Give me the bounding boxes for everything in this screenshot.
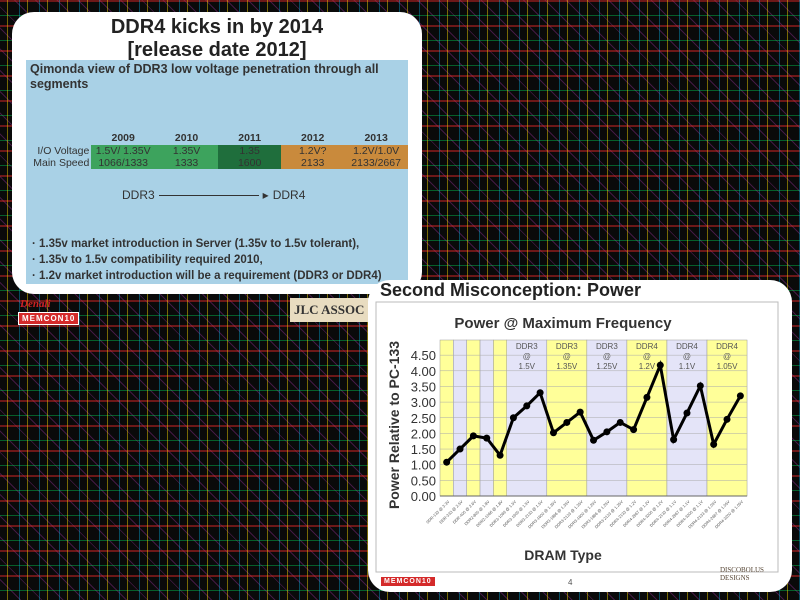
group-label-voltage: 1.25V [596,362,618,371]
data-point [670,436,678,444]
group-label-voltage: 1.5V [519,362,536,371]
subtitle: Qimonda view of DDR3 low voltage penetra… [30,62,379,91]
data-point [469,432,477,440]
denali-logo: Denali [20,298,51,310]
roadmap-table: 2009 2010 2011 2012 2013 I/O Voltage 1.5V/ 1.… [28,132,408,169]
memcon-footer-logo: MEMCON10 [380,576,436,587]
y-tick-label: 1.00 [411,458,436,473]
y-tick-label: 2.50 [411,411,436,426]
y-tick-label: 3.00 [411,395,436,410]
slide-title: DDR4 kicks in by 2014 [release date 2012] [110,16,324,61]
data-point [536,389,544,397]
slide-ddr4-kicks-in: DDR4 kicks in by 2014 [release date 2012]… [12,12,422,294]
group-label-at: @ [563,352,571,361]
jlc-logo: JLC ASSOC [290,298,370,322]
bullet-list: · 1.35v market introduction in Server (1… [32,238,382,282]
data-point [576,408,584,416]
data-point [483,434,491,442]
group-label-voltage: 1.1V [679,362,696,371]
data-point [509,414,517,422]
y-tick-label: 3.50 [411,379,436,394]
group-label-name: DDR3 [596,342,618,351]
table-row: Main Speed 1066/1333 1333 1600 2133 2133/2667 [28,157,408,169]
group-label-name: DDR4 [716,342,738,351]
data-point [496,451,504,459]
data-point [590,436,598,444]
group-label-at: @ [683,352,691,361]
group-label-name: DDR4 [636,342,658,351]
data-point [683,409,691,417]
data-point [616,418,624,426]
data-point [723,415,731,423]
data-point [456,445,464,453]
y-tick-label: 1.50 [411,442,436,457]
y-tick-label: 0.50 [411,473,436,488]
data-point [603,428,611,436]
group-label-voltage: 1.35V [556,362,578,371]
data-point [643,393,651,401]
info-box: Qimonda view of DDR3 low voltage penetra… [26,60,408,284]
page-number: 4 [568,578,573,587]
group-label-voltage: 1.05V [717,362,739,371]
ddr3-to-ddr4-arrow: DDR3 ▸ DDR4 [122,188,306,202]
group-label-at: @ [523,352,531,361]
table-row: I/O Voltage 1.5V/ 1.35V 1.35V 1.35 1.2V? 1.2V… [28,145,408,157]
group-label-voltage: 1.2V [639,362,656,371]
y-tick-label: 0.00 [411,489,436,504]
group-label-at: @ [643,352,651,361]
data-point [696,382,704,390]
y-axis-label: Power Relative to PC-133 [386,341,402,509]
chart-title: Power @ Maximum Frequency [454,315,672,332]
slide-title: Second Misconception: Power [380,280,642,300]
group-label-name: DDR3 [516,342,538,351]
group-label-name: DDR3 [556,342,578,351]
data-point [523,402,531,410]
data-point [710,440,718,448]
y-tick-label: 2.00 [411,426,436,441]
x-axis-label: DRAM Type [524,547,602,563]
group-label-at: @ [723,352,731,361]
data-point [443,458,451,466]
discobolus-logo: DISCOBOLUS DESIGNS [720,566,764,582]
group-label-name: DDR4 [676,342,698,351]
data-point [549,429,557,437]
data-point [736,392,744,400]
y-tick-label: 4.50 [411,348,436,363]
data-point [630,426,638,434]
y-tick-label: 4.00 [411,364,436,379]
data-point [656,361,664,369]
group-label-at: @ [603,352,611,361]
memcon-logo: MEMCON10 [18,312,80,325]
data-point [563,418,571,426]
